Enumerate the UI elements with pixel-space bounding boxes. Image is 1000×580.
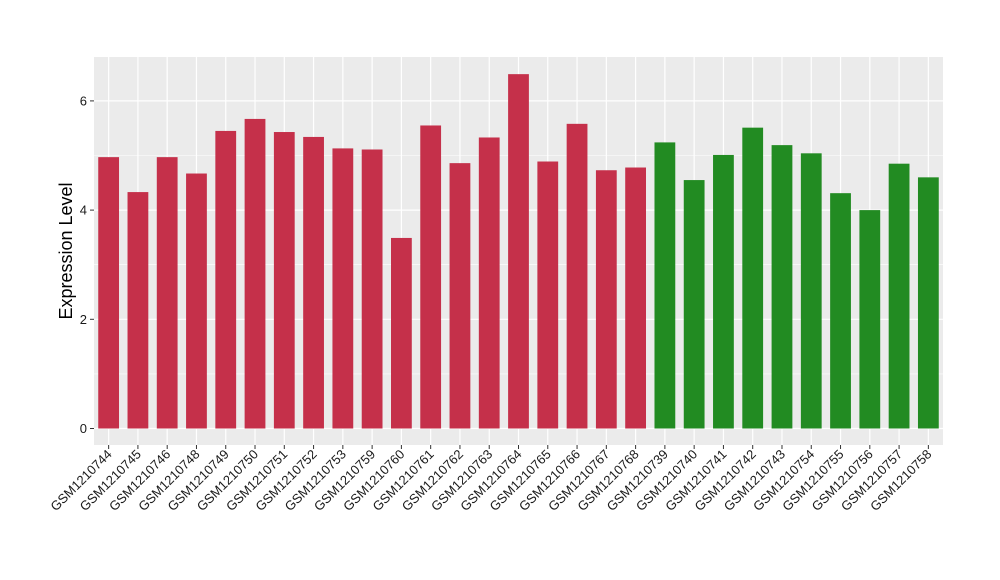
bar-GSM1210760 [391, 237, 412, 429]
bar-GSM1210754 [800, 153, 822, 429]
y-tick-label: 2 [80, 312, 87, 327]
bars [98, 74, 939, 429]
bar-GSM1210762 [449, 163, 471, 429]
y-tick-label: 4 [80, 203, 87, 218]
bar-GSM1210742 [742, 127, 764, 429]
bar-GSM1210761 [420, 125, 442, 429]
bar-GSM1210751 [273, 132, 295, 429]
bar-GSM1210749 [215, 130, 237, 429]
bar-GSM1210767 [595, 170, 617, 429]
bar-GSM1210746 [156, 157, 178, 429]
bar-GSM1210752 [303, 136, 324, 429]
y-tick-label: 6 [80, 93, 87, 108]
bar-GSM1210758 [917, 177, 939, 429]
bar-GSM1210744 [98, 157, 120, 429]
bar-GSM1210764 [508, 74, 529, 429]
bar-GSM1210766 [566, 123, 588, 429]
bar-GSM1210768 [625, 167, 646, 429]
bar-GSM1210748 [186, 173, 207, 429]
y-axis: 0 2 4 6 [80, 93, 94, 436]
bar-GSM1210743 [771, 145, 793, 429]
bar-GSM1210759 [361, 149, 383, 429]
bar-GSM1210750 [244, 118, 266, 429]
bar-GSM1210763 [478, 137, 500, 429]
bar-GSM1210745 [127, 192, 149, 429]
bar-GSM1210741 [713, 154, 734, 429]
bar-GSM1210765 [537, 161, 559, 429]
bar-GSM1210740 [683, 180, 705, 429]
bar-GSM1210739 [654, 142, 676, 429]
bar-GSM1210756 [859, 210, 881, 429]
y-tick-label: 0 [80, 421, 87, 436]
x-axis: GSM1210744GSM1210745GSM1210746GSM1210748… [47, 445, 934, 514]
bar-GSM1210753 [332, 148, 354, 429]
bar-GSM1210757 [888, 163, 910, 429]
bar-GSM1210755 [830, 193, 851, 429]
y-axis-title: Expression Level [56, 182, 76, 319]
